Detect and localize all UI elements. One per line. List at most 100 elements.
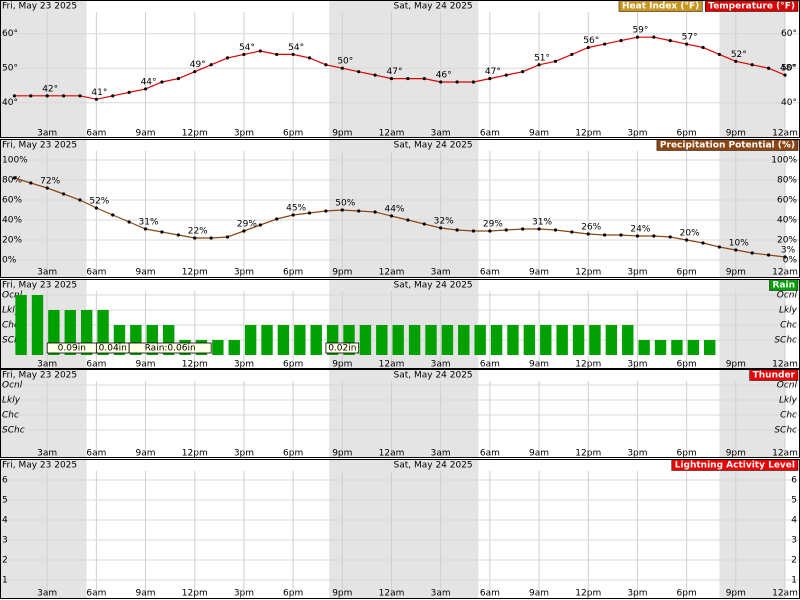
y-tick-label-right: 2: [791, 556, 797, 566]
value-label: 31%: [139, 218, 159, 228]
data-point: [291, 52, 295, 57]
data-point: [455, 228, 459, 232]
night-shading: [0, 459, 87, 599]
data-point: [61, 94, 66, 98]
data-point: [127, 90, 131, 94]
amount-label: 0.04in: [99, 344, 127, 354]
x-tick-label: 6pm: [677, 360, 697, 370]
data-point: [29, 181, 33, 185]
x-tick-label: 3am: [431, 268, 451, 278]
night-shading: [719, 279, 785, 369]
bar: [572, 325, 585, 355]
legend-entry: Precipitation Potential (%): [660, 141, 795, 151]
x-tick-label: 9am: [529, 129, 549, 139]
x-tick-label: 6pm: [677, 589, 697, 599]
y-tick-label: 40°: [2, 98, 18, 108]
y-tick-label: Ocnl: [2, 381, 23, 391]
bar: [244, 325, 257, 355]
y-tick-label-right: 60°: [781, 29, 797, 39]
bar: [474, 325, 486, 355]
x-tick-label: 9pm: [726, 449, 746, 459]
bar: [654, 340, 667, 355]
data-point: [406, 218, 410, 222]
data-point: [324, 209, 328, 213]
data-point: [570, 52, 574, 57]
x-tick-label: 9pm: [332, 589, 352, 599]
data-point: [45, 186, 49, 190]
y-tick-label-right: Ocnl: [777, 381, 798, 391]
data-point: [225, 56, 230, 60]
bar: [80, 310, 93, 355]
y-tick-label-right: 60%: [777, 196, 797, 206]
date-label: Fri, May 23 2025: [2, 141, 77, 151]
data-point: [357, 70, 361, 74]
bar: [294, 325, 306, 355]
bar: [638, 340, 650, 355]
bar: [162, 325, 175, 355]
data-point: [373, 73, 377, 77]
data-point: [586, 232, 590, 236]
value-label: 72%: [40, 177, 60, 187]
x-tick-label: 3pm: [234, 129, 254, 139]
data-point: [242, 52, 246, 57]
data-point: [176, 233, 180, 237]
data-point: [521, 70, 525, 74]
bar: [146, 325, 158, 355]
value-label: 44%: [384, 205, 404, 215]
data-point: [225, 235, 230, 239]
night-shading: [329, 369, 479, 458]
amount-label: 0.02in: [328, 344, 356, 354]
x-tick-label: 6am: [480, 360, 500, 370]
x-tick-label: 9pm: [332, 129, 352, 139]
date-label: Fri, May 23 2025: [2, 371, 77, 381]
y-tick-label: 3: [2, 536, 8, 546]
data-point: [734, 248, 738, 252]
y-tick-label-right: 20%: [777, 236, 797, 246]
x-tick-label: 12am: [379, 589, 405, 599]
data-point: [12, 94, 16, 98]
y-tick-label: 4: [2, 516, 8, 526]
data-point: [504, 73, 508, 77]
y-tick-label-right: Ocnl: [777, 291, 798, 301]
night-shading: [329, 139, 479, 278]
x-tick-label: 3pm: [234, 360, 254, 370]
data-point: [570, 230, 574, 234]
data-point: [373, 210, 377, 214]
data-point: [127, 220, 131, 224]
x-tick-label: 12pm: [575, 449, 601, 459]
y-tick-label-right: Chc: [780, 411, 797, 421]
data-point: [193, 236, 197, 240]
x-tick-label: 6am: [86, 449, 106, 459]
x-tick-label: 6pm: [677, 129, 697, 139]
bar: [326, 325, 339, 355]
data-point: [45, 94, 49, 98]
data-point: [750, 63, 754, 67]
x-tick-label: 3am: [431, 589, 451, 599]
y-tick-label-right: SChc: [774, 426, 797, 436]
data-point: [635, 234, 640, 238]
data-point: [209, 63, 213, 67]
night-shading: [719, 139, 785, 278]
data-point: [701, 241, 705, 245]
legend-entry: Temperature (°F): [708, 2, 795, 12]
data-point: [61, 192, 66, 196]
data-point: [406, 76, 410, 81]
x-tick-label: 3am: [37, 589, 57, 599]
data-point: [275, 52, 279, 57]
value-label: 46°: [436, 71, 452, 81]
x-tick-label: 12am: [772, 589, 798, 599]
data-point: [488, 76, 492, 81]
legend-entry: Rain: [773, 281, 796, 291]
bar: [687, 340, 700, 355]
data-point: [603, 42, 607, 46]
x-tick-label: 3pm: [234, 268, 254, 278]
x-tick-label: 3pm: [627, 360, 647, 370]
date-label: Fri, May 23 2025: [2, 2, 77, 12]
bar: [556, 325, 568, 355]
bar: [540, 325, 552, 355]
x-tick-label: 6am: [480, 129, 500, 139]
data-point: [767, 253, 771, 257]
data-point: [701, 45, 705, 50]
value-label: 29%: [483, 220, 503, 230]
x-tick-label: 3pm: [627, 129, 647, 139]
